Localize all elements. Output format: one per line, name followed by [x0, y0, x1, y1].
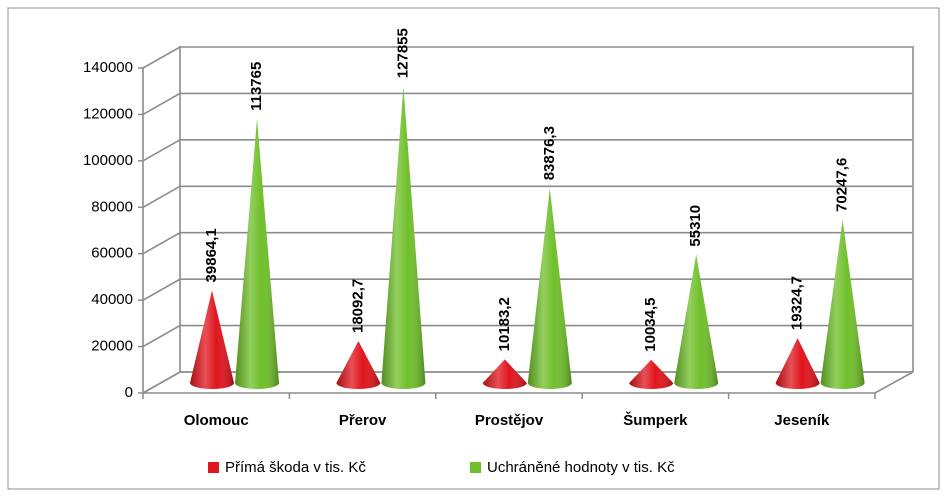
x-tick-label: Jeseník: [774, 412, 830, 429]
grid-line: [142, 324, 912, 348]
cone-shade: [336, 340, 381, 389]
legend-label: Přímá škoda v tis. Kč: [225, 459, 366, 476]
data-label: 127855: [394, 28, 411, 78]
y-tick-label: 0: [125, 384, 133, 401]
cone-shade: [381, 86, 426, 389]
data-label: 83876,3: [541, 126, 558, 180]
data-label: 55310: [687, 205, 704, 247]
cone-shade: [235, 118, 279, 389]
cone-shade: [674, 254, 719, 389]
legend-label: Uchráněné hodnoty v tis. Kč: [487, 459, 675, 476]
legend-swatch: [208, 462, 219, 473]
data-label: 39864,1: [203, 228, 220, 282]
data-label: 19324,7: [789, 276, 806, 330]
cone-shade: [190, 290, 234, 389]
x-tick-label: Šumperk: [623, 411, 688, 429]
x-tick-label: Olomouc: [184, 412, 249, 429]
data-label: 70247,6: [834, 158, 851, 212]
y-tick-label: 120000: [83, 105, 133, 122]
chart-border: [7, 7, 940, 490]
data-label: 113765: [248, 62, 265, 111]
x-tick-label: Přerov: [339, 412, 387, 429]
cone-shade: [482, 359, 527, 389]
grid-line: [142, 46, 912, 69]
grid-line: [142, 185, 912, 208]
grid-line: [142, 278, 912, 301]
data-label: 10183,2: [496, 297, 513, 351]
y-tick-label: 20000: [91, 338, 133, 355]
y-tick-label: 80000: [91, 198, 133, 215]
grid-line: [142, 92, 912, 116]
y-tick-label: 140000: [83, 59, 133, 76]
data-label: 18092,7: [349, 279, 366, 333]
legend-swatch: [470, 462, 481, 473]
grid-line: [142, 371, 912, 394]
cone-shade: [775, 338, 820, 389]
data-label: 10034,5: [642, 297, 659, 351]
grid-line: [142, 139, 912, 162]
cone-shade: [629, 359, 674, 389]
y-tick-label: 40000: [91, 291, 133, 308]
cone-shade: [820, 219, 865, 389]
x-tick-label: Prostějov: [475, 412, 544, 429]
grid-line: [142, 231, 912, 255]
y-tick-label: 60000: [91, 245, 133, 262]
cone-shade: [527, 188, 572, 389]
y-tick-label: 100000: [83, 152, 133, 169]
